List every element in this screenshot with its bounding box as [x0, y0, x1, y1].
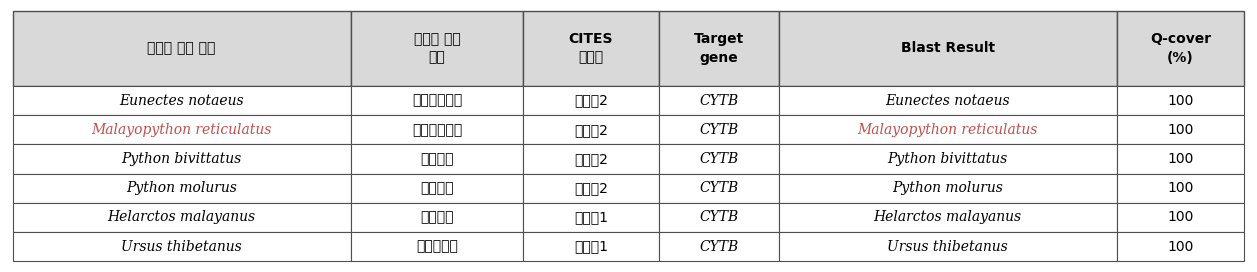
Bar [13, 232, 351, 261]
Text: 100: 100 [1168, 181, 1194, 195]
Text: CYTB: CYTB [699, 123, 738, 137]
Text: Helarctos malayanus: Helarctos malayanus [874, 210, 1022, 224]
Text: 동물원 표시
국명: 동물원 표시 국명 [414, 32, 460, 65]
Bar [779, 86, 1116, 115]
Text: CYTB: CYTB [699, 210, 738, 224]
Text: 인도왕뱀: 인도왕뱀 [420, 181, 454, 195]
Text: CYTB: CYTB [699, 94, 738, 107]
Bar [1116, 174, 1244, 203]
Bar [351, 115, 523, 144]
Bar [779, 174, 1116, 203]
Text: CYTB: CYTB [699, 240, 738, 254]
Bar [13, 115, 351, 144]
Bar [523, 11, 659, 86]
Text: Eunectes notaeus: Eunectes notaeus [885, 94, 1011, 107]
Text: Malayopython reticulatus: Malayopython reticulatus [92, 123, 272, 137]
Text: 노랑아나콘다: 노랑아나콘다 [412, 94, 463, 107]
Text: Python molurus: Python molurus [126, 181, 238, 195]
Bar [659, 174, 779, 203]
Text: 동물원 표시 학명: 동물원 표시 학명 [147, 41, 216, 55]
Bar [523, 144, 659, 174]
Text: Malayopython reticulatus: Malayopython reticulatus [857, 123, 1038, 137]
Bar [659, 115, 779, 144]
Text: CYTB: CYTB [699, 152, 738, 166]
Bar [1116, 11, 1244, 86]
Bar [13, 174, 351, 203]
Text: 부속서2: 부속서2 [574, 152, 608, 166]
Text: 100: 100 [1168, 240, 1194, 254]
Text: Helarctos malayanus: Helarctos malayanus [108, 210, 255, 224]
Text: 부속서1: 부속서1 [574, 210, 608, 224]
Text: Ursus thibetanus: Ursus thibetanus [121, 240, 241, 254]
Bar [659, 86, 779, 115]
Text: 버마왕뱀: 버마왕뱀 [420, 152, 454, 166]
Bar [659, 144, 779, 174]
Bar [779, 203, 1116, 232]
Text: 부속서2: 부속서2 [574, 94, 608, 107]
Bar [659, 11, 779, 86]
Bar [351, 86, 523, 115]
Bar [779, 144, 1116, 174]
Bar [523, 86, 659, 115]
Bar [13, 86, 351, 115]
Bar [351, 174, 523, 203]
Text: Blast Result: Blast Result [901, 41, 994, 55]
Bar [523, 115, 659, 144]
Text: 반달가슴곰: 반달가슴곰 [416, 240, 458, 254]
Text: Python bivittatus: Python bivittatus [887, 152, 1008, 166]
Bar [523, 203, 659, 232]
Bar [13, 11, 351, 86]
Bar [1116, 232, 1244, 261]
Bar [1116, 86, 1244, 115]
Text: CITES
부속서: CITES 부속서 [568, 32, 613, 65]
Bar [659, 203, 779, 232]
Text: Python bivittatus: Python bivittatus [122, 152, 241, 166]
Bar [13, 144, 351, 174]
Bar [659, 232, 779, 261]
Text: 부속서2: 부속서2 [574, 123, 608, 137]
Bar [523, 232, 659, 261]
Text: 말레이곰: 말레이곰 [420, 210, 454, 224]
Text: 부속서2: 부속서2 [574, 181, 608, 195]
Bar [779, 232, 1116, 261]
Bar [523, 174, 659, 203]
Text: Python molurus: Python molurus [892, 181, 1003, 195]
Text: Target
gene: Target gene [694, 32, 744, 65]
Text: 부속서1: 부속서1 [574, 240, 608, 254]
Text: 100: 100 [1168, 210, 1194, 224]
Bar [351, 144, 523, 174]
Text: 100: 100 [1168, 152, 1194, 166]
Bar [779, 115, 1116, 144]
Bar [1116, 203, 1244, 232]
Bar [13, 203, 351, 232]
Bar [351, 232, 523, 261]
Bar [1116, 115, 1244, 144]
Text: 100: 100 [1168, 123, 1194, 137]
Bar [351, 11, 523, 86]
Text: 그물무늬왕뱀: 그물무늬왕뱀 [412, 123, 463, 137]
Text: CYTB: CYTB [699, 181, 738, 195]
Bar [779, 11, 1116, 86]
Text: Q-cover
(%): Q-cover (%) [1150, 32, 1212, 65]
Text: Ursus thibetanus: Ursus thibetanus [887, 240, 1008, 254]
Text: 100: 100 [1168, 94, 1194, 107]
Bar [1116, 144, 1244, 174]
Text: Eunectes notaeus: Eunectes notaeus [119, 94, 244, 107]
Bar [351, 203, 523, 232]
